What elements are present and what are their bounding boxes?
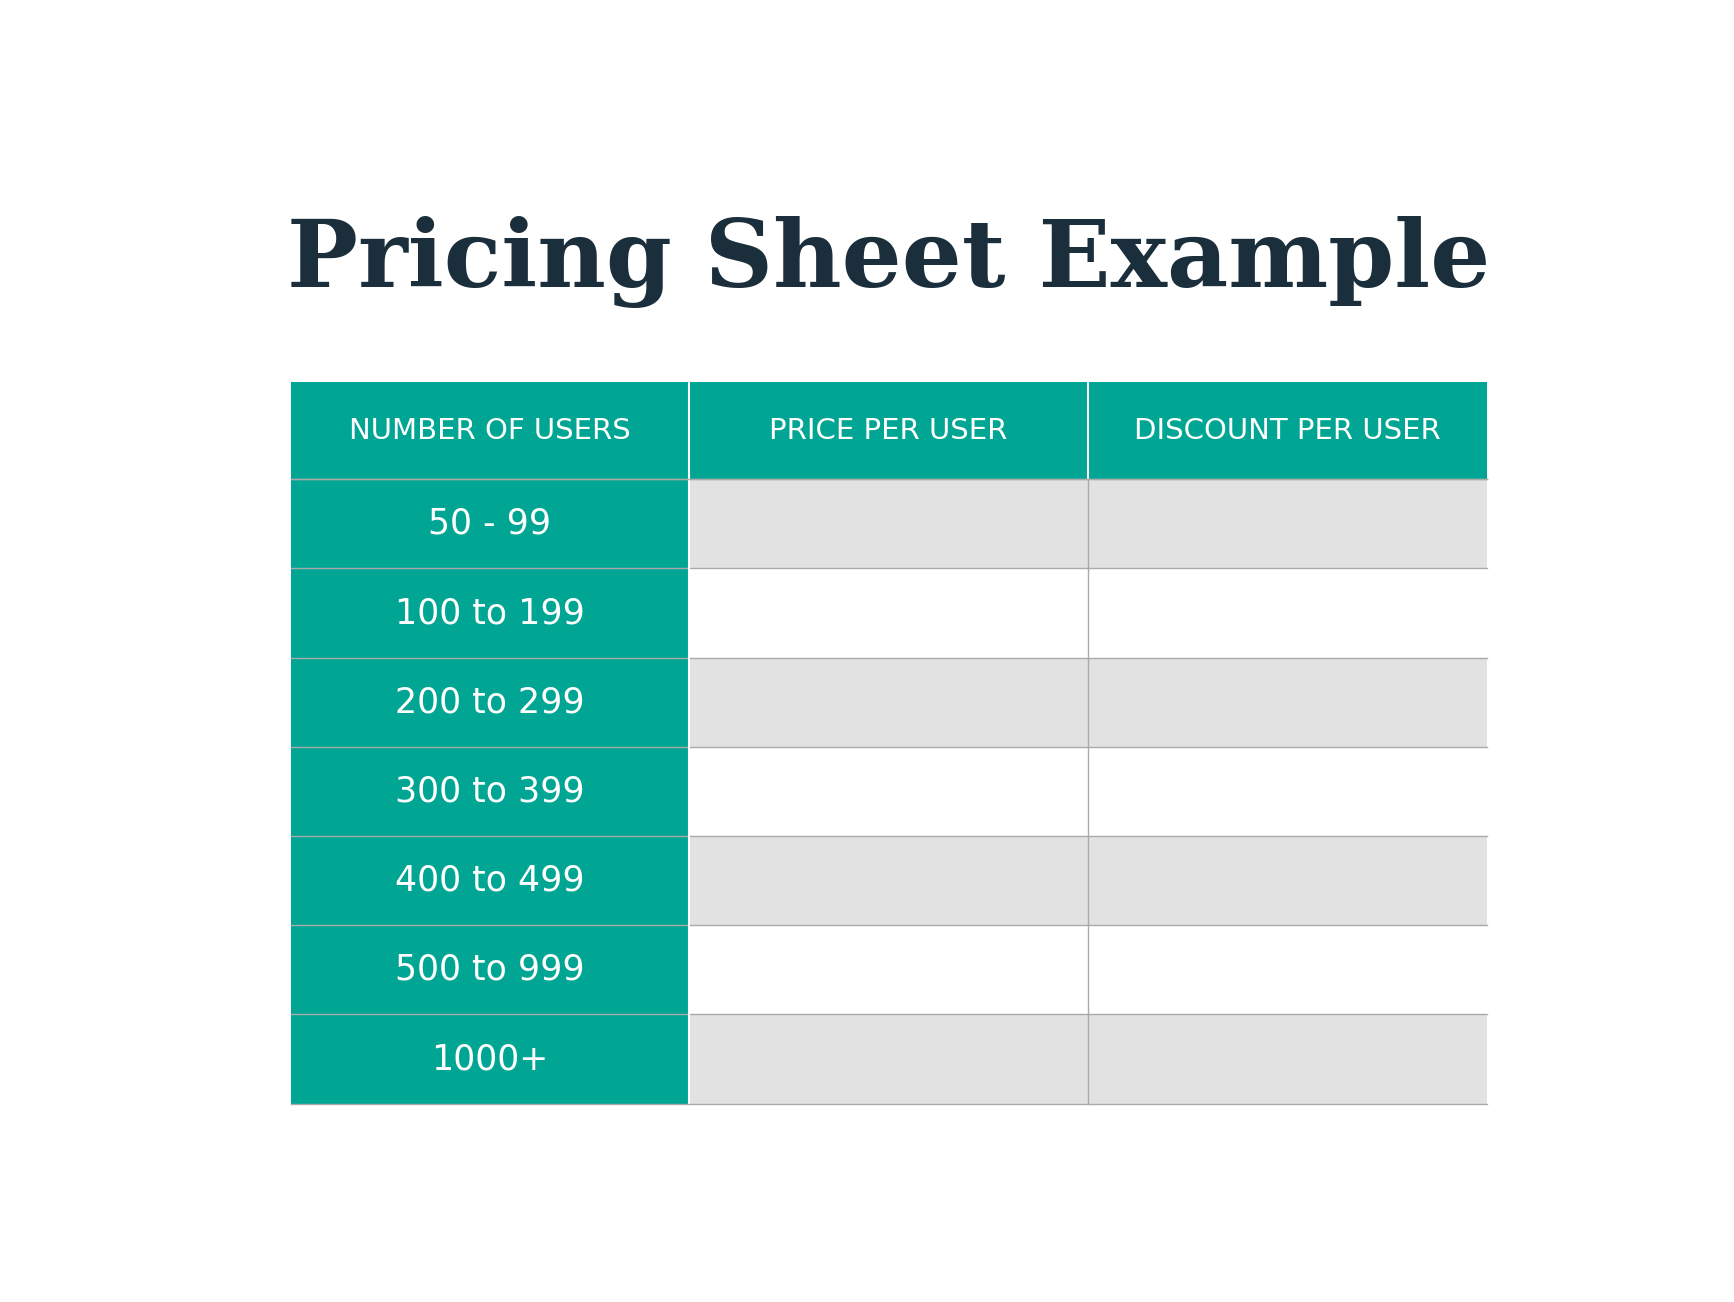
Text: 500 to 999: 500 to 999 xyxy=(395,953,584,987)
Bar xyxy=(690,658,1087,747)
Bar xyxy=(690,747,1087,836)
Bar xyxy=(1087,569,1486,658)
Text: 200 to 299: 200 to 299 xyxy=(395,685,584,719)
Bar xyxy=(291,658,690,747)
Text: 50 - 99: 50 - 99 xyxy=(428,506,551,540)
Bar xyxy=(690,836,1087,926)
Text: 1000+: 1000+ xyxy=(432,1042,548,1075)
Bar xyxy=(1087,381,1486,479)
Bar xyxy=(690,1014,1087,1104)
Bar xyxy=(291,836,690,926)
Bar xyxy=(690,479,1087,569)
Bar xyxy=(1087,926,1486,1014)
Text: 300 to 399: 300 to 399 xyxy=(395,775,584,809)
Text: NUMBER OF USERS: NUMBER OF USERS xyxy=(349,417,631,444)
Bar xyxy=(1087,747,1486,836)
Text: DISCOUNT PER USER: DISCOUNT PER USER xyxy=(1134,417,1441,444)
Bar xyxy=(1087,658,1486,747)
Bar xyxy=(291,1014,690,1104)
Text: Pricing Sheet Example: Pricing Sheet Example xyxy=(288,216,1490,307)
Bar xyxy=(291,569,690,658)
Bar xyxy=(1087,836,1486,926)
Bar xyxy=(690,381,1087,479)
Bar xyxy=(291,479,690,569)
Bar xyxy=(1087,1014,1486,1104)
Text: 100 to 199: 100 to 199 xyxy=(395,596,584,630)
Bar xyxy=(690,569,1087,658)
Bar xyxy=(291,747,690,836)
Bar xyxy=(291,381,690,479)
Bar xyxy=(690,926,1087,1014)
Text: 400 to 499: 400 to 499 xyxy=(395,863,584,897)
Text: PRICE PER USER: PRICE PER USER xyxy=(770,417,1007,444)
Bar xyxy=(291,926,690,1014)
Bar xyxy=(1087,479,1486,569)
